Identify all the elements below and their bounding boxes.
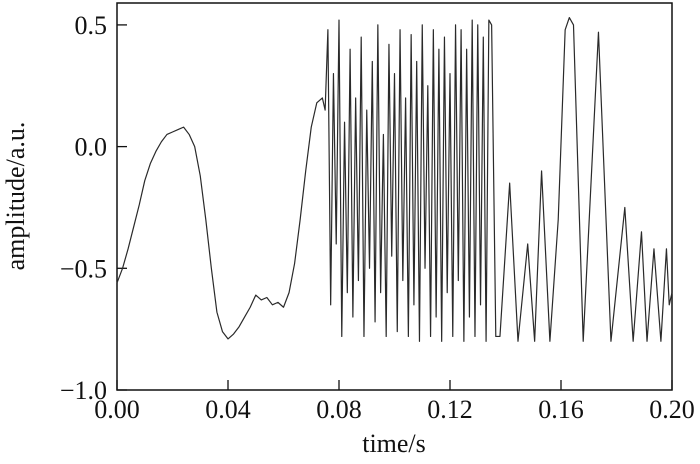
signal-line	[116, 17, 673, 342]
plot-frame	[116, 2, 673, 391]
y-tick-label: 0.0	[75, 133, 108, 162]
x-tick-label: 0.08	[316, 395, 362, 424]
y-axis-label: amplitude/a.u.	[1, 122, 30, 271]
x-tick-label: 0.04	[205, 395, 251, 424]
y-tick-label: −0.5	[60, 254, 107, 283]
x-tick-label: 0.16	[538, 395, 584, 424]
y-tick-label: 0.5	[75, 11, 108, 40]
x-tick-label: 0.20	[649, 395, 695, 424]
x-tick-label: 0.12	[427, 395, 473, 424]
y-tick-label: −1.0	[60, 376, 107, 405]
x-tick-label: 0.00	[94, 395, 140, 424]
x-axis-label: time/s	[362, 429, 426, 458]
